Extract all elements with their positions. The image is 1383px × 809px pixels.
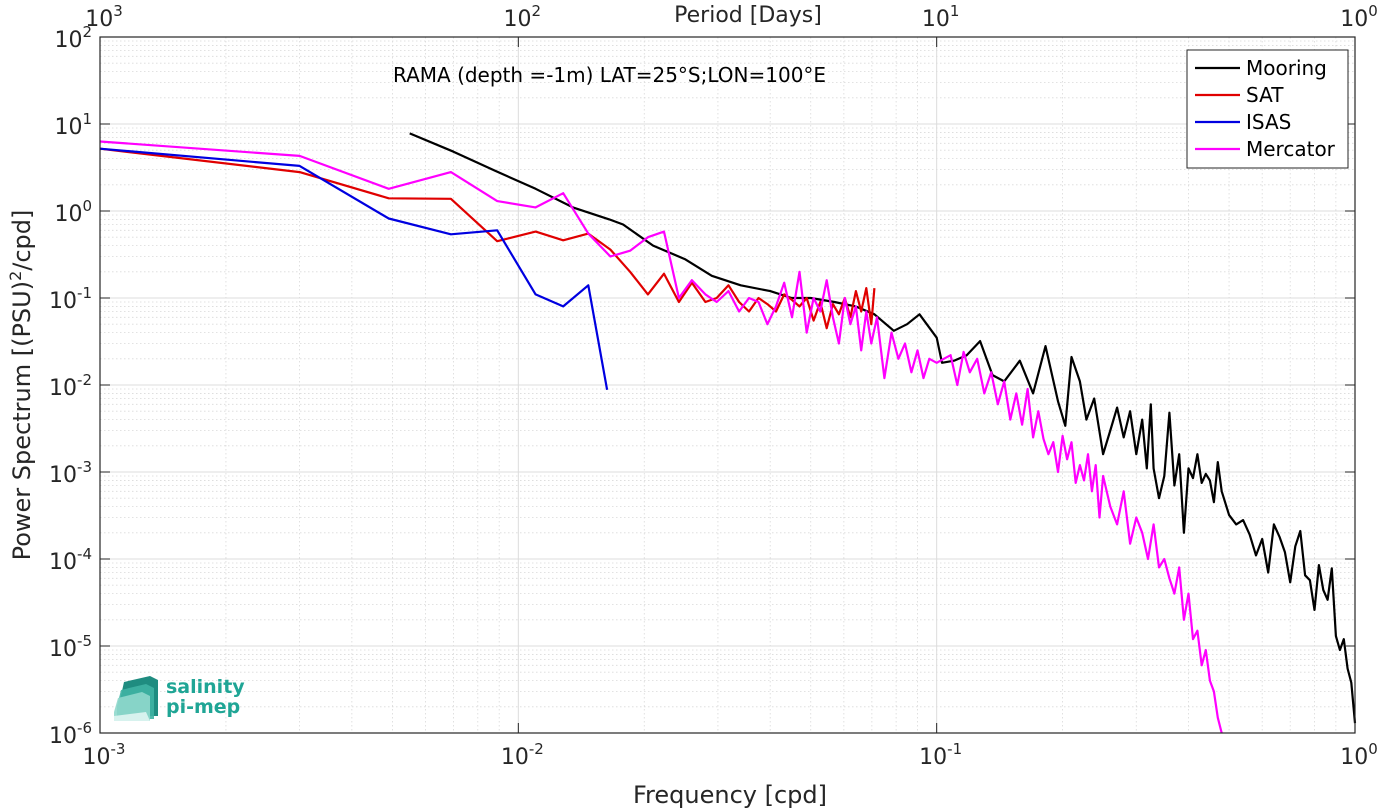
x-tick-label-base: 10 [501,745,529,770]
y-tick-label-base: 10 [49,376,77,401]
y-tick-label-exponent: -4 [77,545,92,563]
logo-text-line1: salinity [166,676,245,698]
x-tick-label: 10-3 [83,740,126,770]
chart-annotation: RAMA (depth =-1m) LAT=25°S;LON=100°E [393,63,826,87]
series-line-isas [99,147,609,390]
top-x-tick-label: 100 [1340,2,1378,32]
series-line-mercator [99,140,1223,734]
y-tick-label-exponent: -2 [77,371,92,389]
y-tick-label-base: 10 [49,637,77,662]
logo-waves-icon [114,676,158,721]
tick-marks [99,36,1356,734]
x-tick-label-base: 10 [83,745,111,770]
y-tick-label: 102 [54,23,92,53]
top-x-axis-label: Period [Days] [674,3,822,28]
x-tick-label-exponent: 0 [1368,740,1378,758]
top-x-tick-label-base: 10 [85,7,113,32]
y-axis-label-tail: /cpd] [8,210,36,271]
series-group [99,132,1357,734]
y-tick-label: 101 [54,110,92,140]
y-tick-label: 10-3 [49,458,92,488]
y-tick-label-base: 10 [49,463,77,488]
y-axis-label: Power Spectrum [(PSU)2/cpd] [6,210,37,561]
x-tick-label-base: 10 [1340,745,1368,770]
y-tick-label-exponent: -6 [77,719,92,737]
x-axis-label: Frequency [cpd] [633,781,827,809]
x-tick-label-exponent: -1 [947,740,962,758]
legend: Mooring SAT ISAS Mercator [1186,49,1349,169]
top-x-tick-label: 103 [85,2,123,32]
top-x-tick-label-exponent: 1 [950,2,960,20]
legend-label-sat: SAT [1246,83,1284,107]
top-x-tick-label: 102 [504,2,542,32]
x-tick-label: 10-1 [919,740,962,770]
top-x-tick-label-exponent: 0 [1368,2,1378,20]
x-tick-label-base: 10 [919,745,947,770]
y-tick-label-exponent: -5 [77,632,92,650]
logo-text-line2: pi-mep [166,696,240,718]
y-tick-label-base: 10 [49,550,77,575]
y-axis-label-main: Power Spectrum [(PSU) [8,281,36,560]
y-tick-label: 10-5 [49,632,92,662]
y-tick-label-base: 10 [54,202,82,227]
y-tick-label-base: 10 [54,115,82,140]
y-tick-label: 10-4 [49,545,92,575]
top-x-tick-label: 101 [922,2,960,32]
y-tick-label-base: 10 [49,289,77,314]
top-x-tick-label-exponent: 2 [532,2,542,20]
top-x-tick-label-base: 10 [504,7,532,32]
y-tick-label-exponent: -3 [77,458,92,476]
x-tick-label-exponent: -2 [529,740,544,758]
y-tick-label-exponent: -1 [77,284,92,302]
top-x-tick-label-exponent: 3 [113,2,123,20]
y-tick-label-base: 10 [49,724,77,749]
y-tick-label: 100 [54,197,92,227]
y-axis-label-superscript: 2 [6,271,25,281]
x-tick-label: 10-2 [501,740,544,770]
y-tick-label-base: 10 [54,28,82,53]
y-tick-label: 10-1 [49,284,92,314]
y-tick-label-exponent: 0 [82,197,92,215]
x-tick-label: 100 [1340,740,1378,770]
legend-label-mooring: Mooring [1246,56,1327,80]
x-tick-label-exponent: -3 [111,740,126,758]
series-line-mooring [409,132,1357,724]
y-tick-label-exponent: 2 [82,23,92,41]
top-x-tick-label-base: 10 [922,7,950,32]
salinity-pi-mep-logo: salinity pi-mep [114,676,245,721]
y-tick-label-exponent: 1 [82,110,92,128]
legend-label-isas: ISAS [1246,110,1291,134]
y-tick-label: 10-6 [49,719,92,749]
y-tick-label: 10-2 [49,371,92,401]
legend-label-mercator: Mercator [1246,137,1336,161]
top-x-tick-label-base: 10 [1340,7,1368,32]
